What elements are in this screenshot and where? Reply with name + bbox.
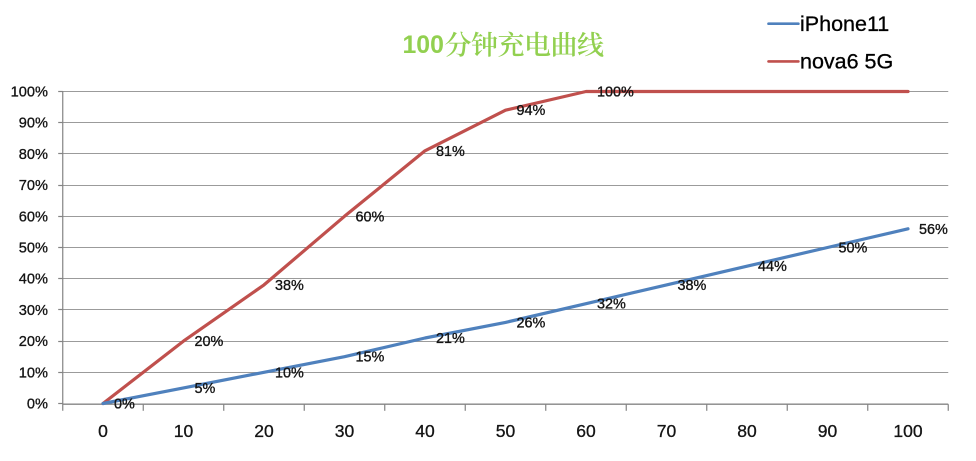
svg-text:70%: 70%: [19, 178, 48, 194]
svg-text:40%: 40%: [19, 272, 48, 288]
svg-text:70: 70: [657, 421, 677, 441]
svg-text:0: 0: [98, 421, 108, 441]
svg-text:21%: 21%: [436, 331, 465, 347]
svg-text:0%: 0%: [27, 397, 48, 413]
svg-text:iPhone11: iPhone11: [800, 12, 889, 36]
svg-text:30%: 30%: [19, 303, 48, 319]
svg-text:50: 50: [496, 421, 516, 441]
svg-text:10%: 10%: [275, 365, 304, 381]
svg-text:40: 40: [415, 421, 435, 441]
svg-text:26%: 26%: [517, 315, 546, 331]
svg-text:20%: 20%: [19, 334, 48, 350]
svg-text:30: 30: [335, 421, 355, 441]
svg-text:90: 90: [818, 421, 838, 441]
svg-text:10%: 10%: [19, 365, 48, 381]
svg-text:60%: 60%: [19, 209, 48, 225]
svg-text:38%: 38%: [678, 278, 707, 294]
svg-text:32%: 32%: [597, 297, 626, 313]
svg-text:90%: 90%: [19, 116, 48, 132]
svg-text:44%: 44%: [758, 259, 787, 275]
svg-text:0%: 0%: [114, 397, 135, 413]
svg-text:60%: 60%: [356, 209, 385, 225]
svg-text:100%: 100%: [11, 85, 48, 101]
svg-text:50%: 50%: [839, 241, 868, 257]
svg-text:56%: 56%: [919, 222, 948, 238]
svg-text:20%: 20%: [195, 334, 224, 350]
svg-text:94%: 94%: [517, 103, 546, 119]
svg-text:10: 10: [174, 421, 194, 441]
svg-text:100: 100: [403, 32, 444, 59]
svg-text:20: 20: [254, 421, 274, 441]
svg-text:nova6 5G: nova6 5G: [800, 50, 893, 74]
svg-text:60: 60: [576, 421, 596, 441]
svg-text:100: 100: [893, 421, 922, 441]
svg-text:80%: 80%: [19, 147, 48, 163]
svg-text:38%: 38%: [275, 278, 304, 294]
svg-text:50%: 50%: [19, 241, 48, 257]
svg-text:80: 80: [737, 421, 757, 441]
svg-text:5%: 5%: [195, 381, 216, 397]
svg-text:15%: 15%: [356, 350, 385, 366]
svg-text:81%: 81%: [436, 144, 465, 160]
svg-text:100%: 100%: [597, 85, 634, 101]
